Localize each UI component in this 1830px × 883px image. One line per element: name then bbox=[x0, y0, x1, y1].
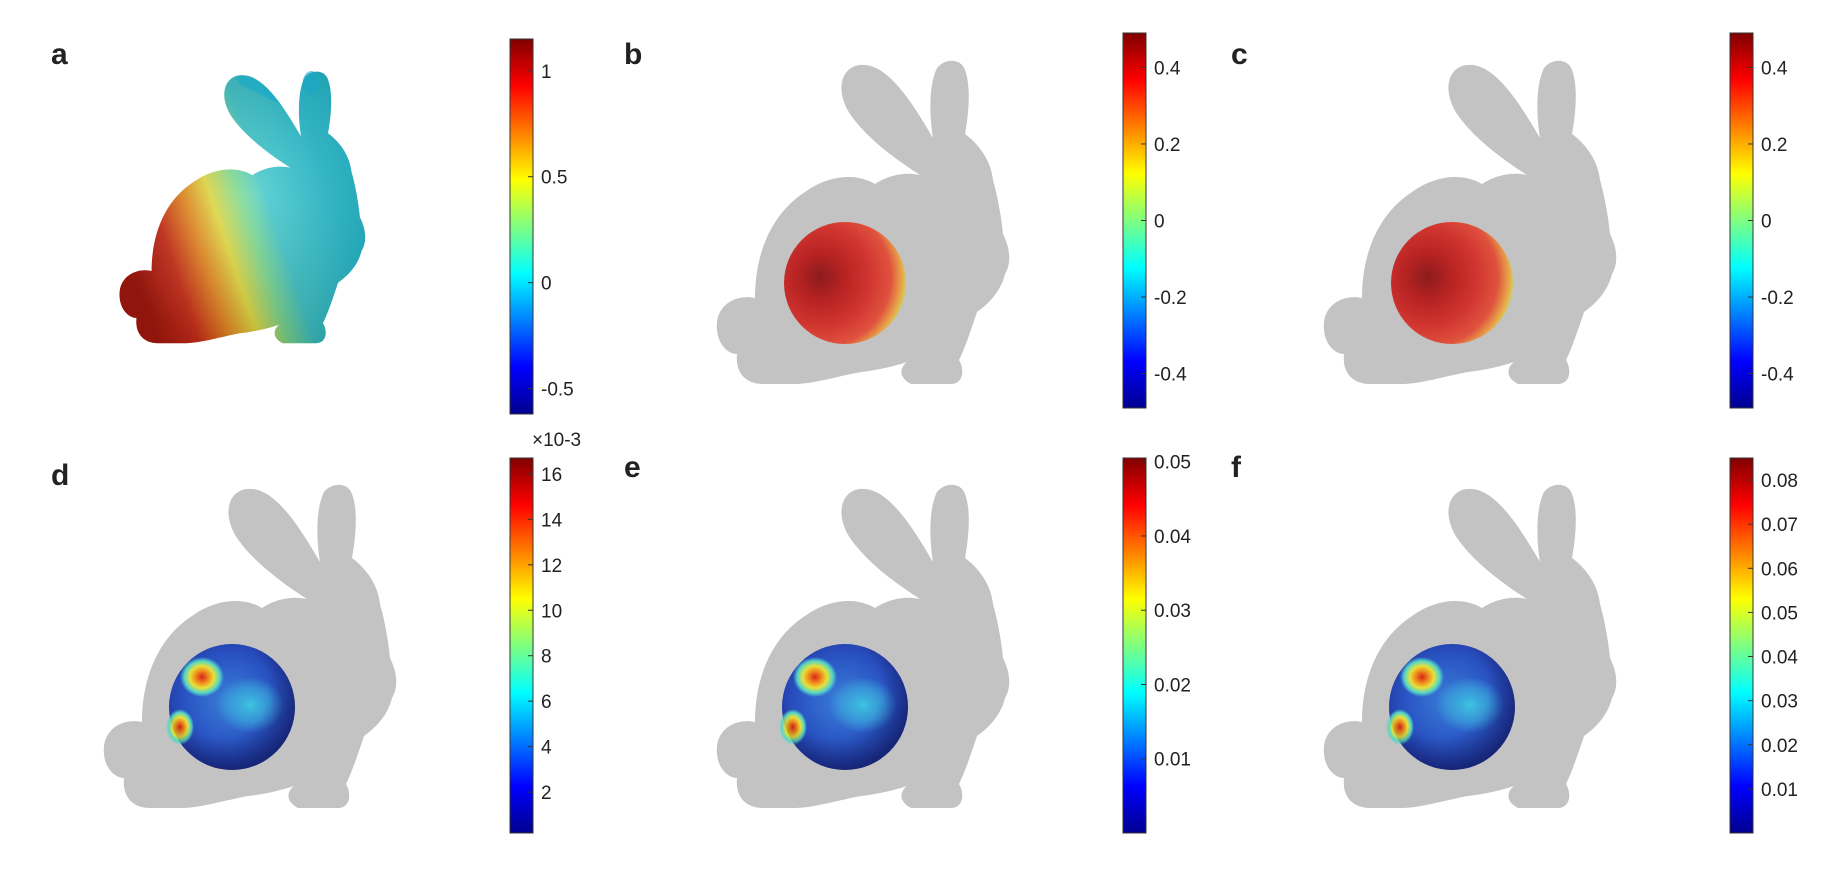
panel-label-f: f bbox=[1231, 451, 1242, 484]
colorbar-tick-label: 0.08 bbox=[1761, 471, 1798, 492]
colorbar-tick-label: 4 bbox=[541, 738, 552, 759]
colorbar-tick-label: 0.07 bbox=[1761, 515, 1798, 536]
colorbar-tick-label: 0.06 bbox=[1761, 559, 1798, 580]
colorbar-tick-label: -0.2 bbox=[1154, 288, 1187, 309]
colorbar-tick-label: 16 bbox=[541, 465, 562, 486]
colorbar-tick-label: 0.03 bbox=[1761, 692, 1798, 713]
colorbar-tick-label: 0.05 bbox=[1154, 453, 1191, 474]
colorbar-tick-label: 1 bbox=[541, 62, 552, 83]
panel-label-e: e bbox=[624, 451, 641, 484]
colorbar-tick-label: 10 bbox=[541, 601, 562, 622]
colorbar-tick-label: 0.04 bbox=[1154, 527, 1191, 548]
colorbar-tick-label: 0.02 bbox=[1154, 675, 1191, 696]
colorbar-e: 0.05 0.04 0.03 0.02 0.01 bbox=[1122, 453, 1191, 834]
colorbar-tick-label: 14 bbox=[541, 510, 563, 531]
colorbar-gradient bbox=[1122, 457, 1147, 834]
error-sphere bbox=[166, 644, 295, 770]
error-sphere bbox=[1386, 644, 1515, 770]
panel-label-b: b bbox=[624, 38, 642, 71]
colorbar-tick-label: 0.5 bbox=[541, 168, 567, 189]
panel-a: a bbox=[51, 38, 366, 344]
colorbar-tick-label: 8 bbox=[541, 647, 552, 668]
colorbar-tick-label: 6 bbox=[541, 692, 552, 713]
colorbar-tick-label: -0.4 bbox=[1154, 365, 1187, 386]
colorbar-gradient bbox=[509, 457, 534, 834]
solution-sphere bbox=[1391, 222, 1513, 344]
colorbar-tick-label: 2 bbox=[541, 783, 552, 804]
colorbar-tick-label: 0.2 bbox=[1154, 135, 1180, 156]
colorbar-tick-label: 0.4 bbox=[1761, 58, 1788, 79]
colorbar-b: 0.4 0.2 0 -0.2 -0.4 bbox=[1122, 32, 1187, 409]
colorbar-tick-label: 0.02 bbox=[1761, 736, 1798, 757]
colorbar-tick-label: -0.5 bbox=[541, 380, 574, 401]
panel-label-d: d bbox=[51, 459, 69, 492]
colorbar-tick-label: 0.03 bbox=[1154, 601, 1191, 622]
colorbar-f: 0.08 0.07 0.06 0.05 0.04 0.03 0.02 0.01 bbox=[1729, 457, 1798, 834]
colorbar-gradient bbox=[1729, 457, 1754, 834]
colorbar-tick-label: 12 bbox=[541, 556, 562, 577]
colorbar-tick-label: -0.4 bbox=[1761, 365, 1794, 386]
panel-label-c: c bbox=[1231, 38, 1248, 71]
colorbar-tick-label: -0.2 bbox=[1761, 288, 1794, 309]
panel-c: c bbox=[1231, 38, 1617, 384]
colorbar-tick-label: 0.2 bbox=[1761, 135, 1787, 156]
panel-label-a: a bbox=[51, 38, 68, 71]
colorbars: 1 0.5 0 -0.5 0.4 0.2 0 -0.2 -0.4 0.4 0.2 0 -0.2 -0.4 1… bbox=[509, 32, 1798, 834]
colorbar-multiplier: ×10-3 bbox=[532, 430, 581, 451]
error-sphere bbox=[779, 644, 908, 770]
panel-f: f bbox=[1231, 451, 1617, 808]
colorbar-c: 0.4 0.2 0 -0.2 -0.4 bbox=[1729, 32, 1794, 409]
colorbar-d: 16 14 12 10 8 6 4 2 ×10-3 bbox=[509, 430, 581, 834]
colorbar-tick-label: 0.04 bbox=[1761, 648, 1798, 669]
colorbar-a: 1 0.5 0 -0.5 bbox=[509, 38, 574, 415]
bunny-surface-render bbox=[119, 71, 366, 344]
panel-b: b bbox=[624, 38, 1010, 384]
colorbar-tick-label: 0.01 bbox=[1154, 750, 1191, 771]
colorbar-tick-label: 0 bbox=[541, 274, 552, 295]
colorbar-tick-label: 0.4 bbox=[1154, 58, 1181, 79]
colorbar-tick-label: 0.01 bbox=[1761, 780, 1798, 801]
colorbar-tick-label: 0 bbox=[1761, 212, 1772, 233]
panel-e: e bbox=[624, 451, 1010, 808]
colorbar-tick-label: 0.05 bbox=[1761, 603, 1798, 624]
solution-sphere bbox=[784, 222, 906, 344]
colorbar-gradient bbox=[509, 38, 534, 415]
colorbar-tick-label: 0 bbox=[1154, 212, 1165, 233]
panel-d: d bbox=[51, 459, 397, 808]
